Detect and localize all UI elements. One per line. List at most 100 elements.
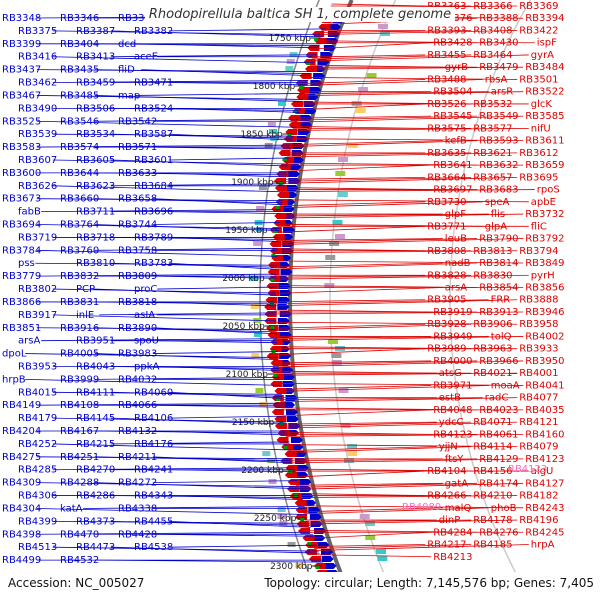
forward-gene-label[interactable]: RB3506 — [76, 103, 115, 114]
reverse-gene-label[interactable]: RB4048 — [433, 405, 472, 416]
forward-gene-label[interactable]: RB3917 — [18, 310, 57, 321]
reverse-gene-label[interactable]: RB3488 — [427, 74, 466, 85]
reverse-gene-label[interactable]: RB3657 — [473, 172, 512, 183]
reverse-gene-label[interactable]: RB3632 — [479, 160, 518, 171]
reverse-gene-label[interactable]: RB3484 — [525, 62, 564, 73]
forward-gene-label[interactable]: RB3404 — [60, 39, 99, 50]
forward-gene-label[interactable]: RB3831 — [60, 297, 99, 308]
reverse-gene-label[interactable]: radC — [485, 393, 509, 404]
reverse-gene-label[interactable]: RB3808 — [427, 246, 466, 257]
reverse-gene-label[interactable]: RB3794 — [519, 246, 558, 257]
reverse-gene-label[interactable]: estB — [439, 393, 461, 404]
reverse-gene-label[interactable]: RB3963 — [473, 344, 512, 355]
forward-gene-label[interactable]: RB3382 — [134, 26, 173, 37]
reverse-gene-label[interactable]: kefB — [445, 136, 467, 147]
reverse-gene-label[interactable]: glpF — [445, 209, 466, 220]
forward-gene-label[interactable]: RB4428 — [118, 529, 157, 540]
reverse-gene-label[interactable]: nadB — [445, 258, 471, 269]
forward-gene-label[interactable]: RB4309 — [2, 478, 41, 489]
forward-gene-label[interactable]: RB4285 — [18, 465, 57, 476]
forward-gene-label[interactable]: PCP — [76, 284, 95, 295]
forward-gene-label[interactable]: RB3462 — [18, 78, 57, 89]
reverse-gene-label[interactable]: FRR — [491, 295, 511, 306]
forward-gene-label[interactable]: RB4286 — [76, 491, 115, 502]
forward-gene-label[interactable]: RB3601 — [134, 155, 173, 166]
reverse-gene-label[interactable]: atsG — [439, 368, 462, 379]
forward-gene-label[interactable]: RB3789 — [134, 232, 173, 243]
forward-gene-label[interactable]: RB4538 — [134, 542, 173, 553]
reverse-gene-label[interactable]: RB3906 — [473, 319, 512, 330]
reverse-gene-label[interactable]: glcK — [531, 99, 553, 110]
reverse-gene-label[interactable]: RB4160 — [525, 429, 564, 440]
forward-gene-label[interactable]: RB3684 — [134, 181, 173, 192]
reverse-gene-label[interactable]: RB3730 — [427, 197, 466, 208]
reverse-gene-label[interactable]: RB3428 — [433, 38, 472, 49]
reverse-gene-label[interactable]: rbsA — [485, 74, 508, 85]
reverse-gene-label[interactable]: RB4123 — [433, 429, 472, 440]
reverse-gene-label[interactable]: moaA — [491, 380, 520, 391]
forward-gene-label[interactable]: RB3607 — [18, 155, 57, 166]
forward-gene-label[interactable]: RB3626 — [18, 181, 57, 192]
forward-gene-label[interactable]: RB3760 — [60, 245, 99, 256]
reverse-gene-label[interactable]: gyrA — [531, 50, 554, 61]
forward-gene-label[interactable]: RB3696 — [134, 207, 173, 218]
forward-gene-label[interactable]: RB3784 — [2, 245, 41, 256]
forward-gene-label[interactable]: RB4167 — [60, 426, 99, 437]
forward-gene-label[interactable]: RB3916 — [60, 323, 99, 334]
forward-gene-label[interactable]: RB3437 — [2, 65, 41, 76]
forward-gene-label[interactable]: RB4145 — [76, 413, 115, 424]
reverse-gene-label[interactable]: RB3621 — [473, 148, 512, 159]
reverse-gene-label[interactable]: nifU — [531, 123, 551, 134]
forward-gene-label[interactable]: RB3387 — [76, 26, 115, 37]
reverse-gene-label[interactable]: RB4182 — [519, 491, 558, 502]
forward-gene-label[interactable]: RB4176 — [134, 439, 173, 450]
reverse-gene-label[interactable]: RB4129 — [479, 454, 518, 465]
reverse-gene-label[interactable]: RB3545 — [433, 111, 472, 122]
reverse-gene-label[interactable]: RB3933 — [519, 344, 558, 355]
reverse-gene-label[interactable]: RB4079 — [519, 442, 558, 453]
reverse-gene-label[interactable]: RB3479 — [479, 62, 518, 73]
forward-gene-label[interactable]: RB4270 — [76, 465, 115, 476]
reverse-gene-label[interactable]: RB3771 — [427, 221, 466, 232]
reverse-gene-label[interactable]: RB3683 — [479, 185, 518, 196]
forward-gene-label[interactable]: RB3809 — [118, 271, 157, 282]
reverse-gene-label[interactable]: RB4061 — [479, 429, 518, 440]
forward-gene-label[interactable]: RB3802 — [18, 284, 57, 295]
forward-gene-label[interactable]: RB4275 — [2, 452, 41, 463]
forward-gene-label[interactable]: hrpB — [2, 374, 26, 385]
reverse-gene-label[interactable]: fliC — [531, 221, 547, 232]
forward-gene-label[interactable]: RB3525 — [2, 116, 41, 127]
forward-gene-label[interactable]: RB4211 — [118, 452, 157, 463]
forward-gene-label[interactable]: RB4108 — [60, 400, 99, 411]
reverse-gene-label[interactable]: algU — [531, 466, 554, 477]
forward-gene-label[interactable]: RB3983 — [118, 349, 157, 360]
reverse-gene-label[interactable]: RB3393 — [427, 25, 466, 36]
reverse-gene-label[interactable]: speA — [485, 197, 510, 208]
forward-gene-label[interactable]: RB3435 — [60, 65, 99, 76]
reverse-gene-label[interactable]: RB3612 — [519, 148, 558, 159]
reverse-gene-label[interactable]: RB3526 — [427, 99, 466, 110]
reverse-gene-label[interactable]: pyrH — [531, 270, 555, 281]
forward-gene-label[interactable]: RB4179 — [18, 413, 57, 424]
reverse-gene-label[interactable]: flis — [491, 209, 505, 220]
reverse-gene-label[interactable]: RB3522 — [525, 87, 564, 98]
forward-gene-label[interactable]: RB4399 — [18, 516, 57, 527]
forward-gene-label[interactable]: fliD — [118, 65, 135, 76]
forward-gene-label[interactable]: RB4060 — [134, 387, 173, 398]
forward-gene-label[interactable]: RB3587 — [134, 129, 173, 140]
forward-gene-label[interactable]: RB3673 — [2, 194, 41, 205]
forward-gene-label[interactable]: fabB — [18, 207, 41, 218]
forward-gene-label[interactable]: RB4513 — [18, 542, 57, 553]
forward-gene-label[interactable]: asIA — [134, 310, 155, 321]
forward-gene-label[interactable]: RB4252 — [18, 439, 57, 450]
forward-gene-label[interactable]: RB3779 — [2, 271, 41, 282]
forward-gene-label[interactable]: RB4455 — [134, 516, 173, 527]
reverse-gene-label[interactable]: RB3790 — [479, 234, 518, 245]
reverse-gene-label[interactable]: RB3849 — [525, 258, 564, 269]
forward-gene-label[interactable]: RB4304 — [2, 503, 41, 514]
reverse-gene-label[interactable]: RB3919 — [433, 307, 472, 318]
forward-gene-label[interactable]: RB3399 — [2, 39, 41, 50]
forward-gene-label[interactable]: inlE — [76, 310, 94, 321]
reverse-gene-label[interactable]: RB3501 — [519, 74, 558, 85]
reverse-gene-label[interactable]: RB3830 — [473, 270, 512, 281]
